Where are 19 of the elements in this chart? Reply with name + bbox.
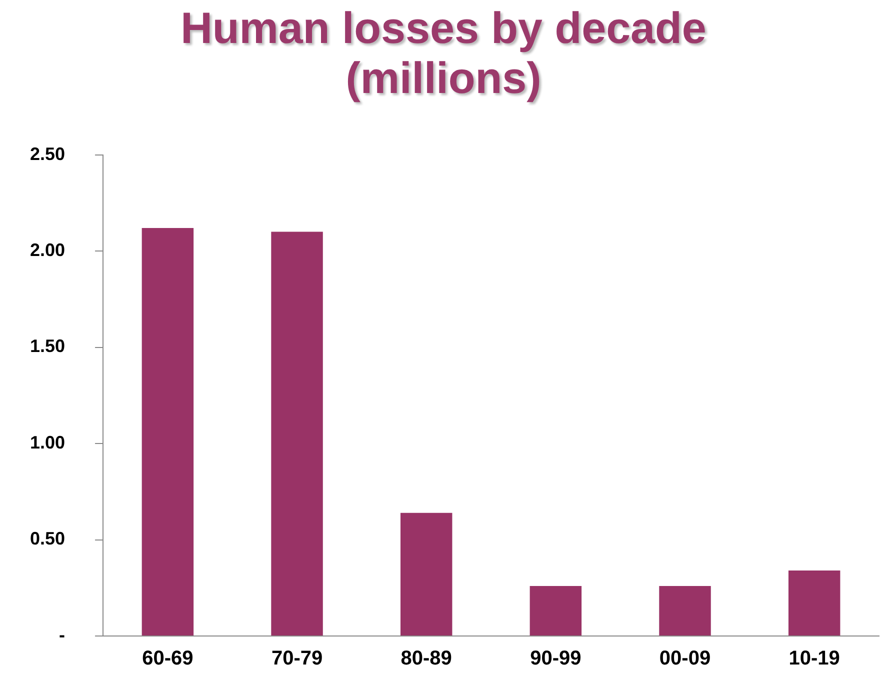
y-tick-label: 2.00 [30, 240, 66, 260]
y-tick-label: 1.50 [30, 336, 66, 356]
x-tick-label: 70-79 [271, 648, 323, 670]
y-tick-label: 0.50 [30, 528, 66, 549]
x-tick-label: 00-09 [659, 648, 711, 670]
x-tick-label: 80-89 [400, 648, 452, 670]
y-tick-label: 2.50 [30, 144, 66, 164]
bar [788, 570, 840, 636]
bar [400, 512, 452, 636]
bar [271, 232, 323, 636]
x-tick-label: 90-99 [530, 648, 582, 670]
y-tick-label: - [59, 624, 66, 645]
bar [142, 228, 194, 636]
chart-title: Human losses by decade (millions) [180, 4, 708, 105]
x-tick-label: 60-69 [142, 648, 194, 670]
y-tick-label: 1.00 [30, 432, 66, 452]
bar [659, 586, 711, 636]
x-tick-label: 10-19 [788, 648, 840, 670]
bar [530, 586, 582, 636]
